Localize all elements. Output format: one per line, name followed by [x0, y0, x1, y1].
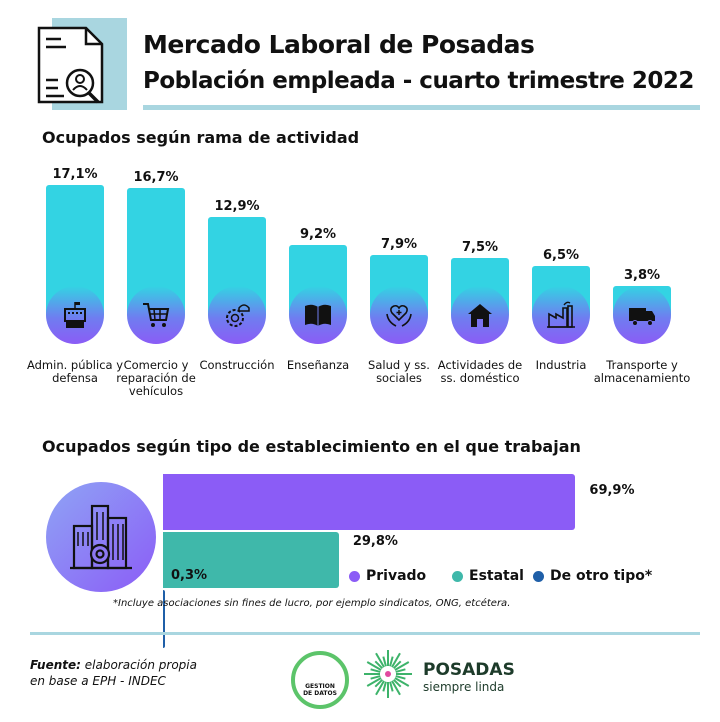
source-note: Fuente: elaboración propia en base a EPH… — [30, 657, 210, 689]
source-label: Fuente: — [30, 658, 81, 672]
legend-label: Estatal — [469, 568, 524, 584]
bar-category-label: Enseñanza — [286, 358, 350, 372]
bar-value-label: 16,7% — [133, 170, 179, 186]
bar-category-label: Construcción — [199, 358, 275, 372]
bar-value-label: 7,9% — [380, 236, 418, 252]
factory-icon — [532, 286, 590, 344]
posadas-star-logo — [364, 650, 412, 698]
title-underline — [143, 105, 700, 110]
book-icon — [289, 286, 347, 344]
footnote: *Incluye asociaciones sin fines de lucro… — [113, 598, 511, 609]
buildings-icon — [46, 482, 156, 592]
hbar-0 — [163, 474, 576, 530]
bar-category-label: Transporte y almacenamiento — [593, 358, 691, 385]
legend-label: Privado — [366, 568, 427, 584]
legend-otro: De otro tipo* — [533, 568, 652, 584]
truck-icon — [613, 286, 671, 344]
hbar-value-label: 69,9% — [589, 483, 635, 498]
heart-hands-icon — [370, 286, 428, 344]
government-building-icon — [46, 286, 104, 344]
house-icon — [451, 286, 509, 344]
posadas-logo-name: POSADAS — [423, 660, 515, 680]
bar-value-label: 7,5% — [461, 240, 499, 255]
posadas-logo-tagline: siempre linda — [423, 680, 505, 694]
legend-privado: Privado — [349, 568, 426, 584]
footer-divider — [30, 632, 700, 635]
bar-value-label: 3,8% — [623, 268, 661, 284]
section-title-activity: Ocupados según rama de actividad — [42, 128, 360, 147]
hbar-value-label: 29,8% — [352, 534, 398, 549]
legend-estatal: Estatal — [452, 568, 524, 584]
hbar-2 — [163, 590, 165, 648]
gestion-datos-logo: GESTION DE DATOS — [291, 651, 349, 709]
page-title: Mercado Laboral de Posadas — [143, 30, 535, 59]
legend-label: De otro tipo* — [550, 568, 653, 584]
shopping-cart-icon — [127, 286, 185, 344]
bar-value-label: 9,2% — [299, 227, 337, 243]
gear-helmet-icon — [208, 286, 266, 344]
bar-category-label: Industria — [535, 358, 587, 372]
bar-category-label: Comercio y reparación de vehículos — [116, 358, 196, 398]
legend-swatch — [349, 570, 360, 582]
legend-swatch — [533, 570, 544, 582]
bar-category-label: Salud y ss. sociales — [368, 358, 430, 385]
document-search-icon — [37, 26, 104, 104]
bar-category-label: Actividades de ss. doméstico — [437, 358, 523, 385]
bar-category-label: Admin. pública y defensa — [26, 358, 124, 385]
logo-text: GESTION DE DATOS — [303, 683, 337, 697]
hbar-1 — [163, 532, 339, 588]
legend-swatch — [452, 570, 463, 582]
section-title-establishment: Ocupados según tipo de establecimiento e… — [42, 437, 581, 456]
source-text: elaboración propia en base a EPH - INDEC — [30, 658, 197, 688]
bar-value-label: 12,9% — [214, 198, 260, 214]
page-subtitle: Población empleada - cuarto trimestre 20… — [143, 68, 694, 94]
bar-value-label: 6,5% — [542, 247, 580, 263]
hbar-value-label: 0,3% — [171, 568, 208, 583]
bar-value-label: 17,1% — [52, 167, 98, 183]
